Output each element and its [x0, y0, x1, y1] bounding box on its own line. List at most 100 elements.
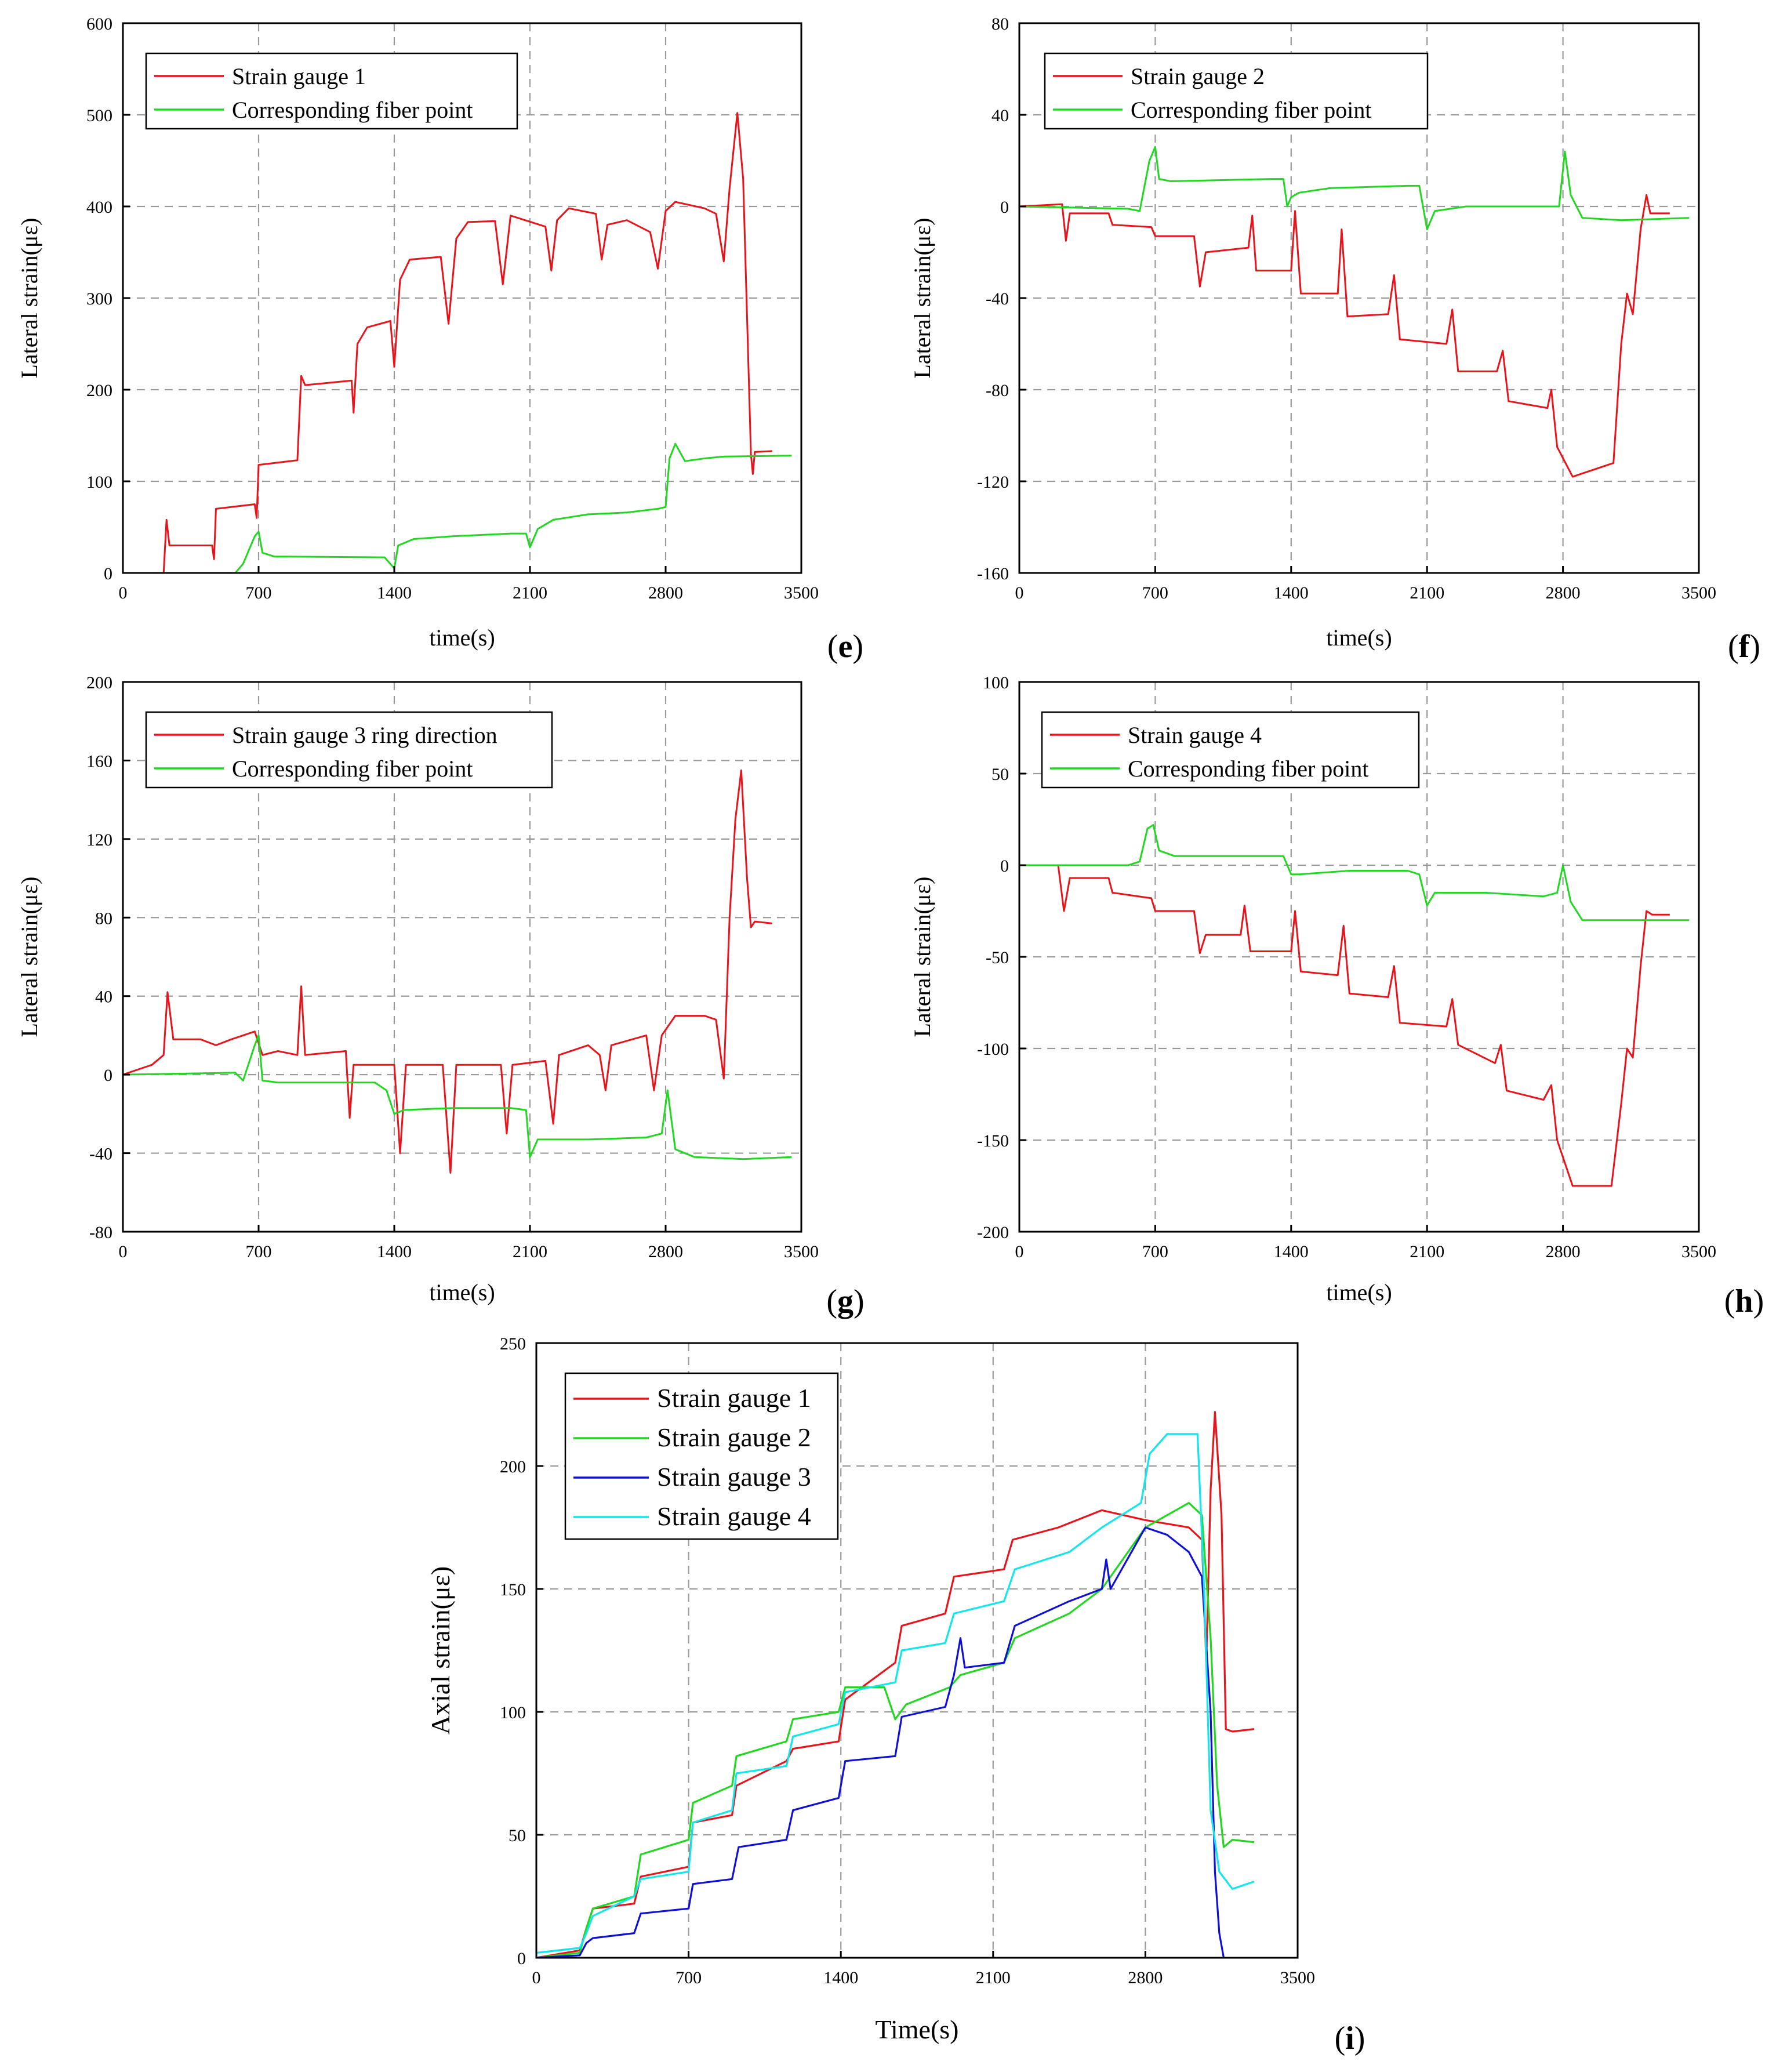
y-tick-label: 0: [517, 1949, 526, 1968]
y-tick-label: -40: [986, 289, 1009, 309]
panel-label: (f): [1728, 629, 1760, 665]
y-tick-label: 40: [991, 106, 1009, 125]
legend-label: Corresponding fiber point: [1131, 97, 1372, 123]
x-tick-label: 3500: [784, 1242, 819, 1261]
legend-label: Strain gauge 1: [657, 1383, 811, 1413]
x-tick-label: 2100: [976, 1968, 1011, 1987]
x-tick-label: 0: [1015, 583, 1024, 603]
y-tick-label: 100: [500, 1703, 526, 1722]
legend: Strain gauge 4 Corresponding fiber point: [1041, 711, 1420, 789]
x-tick-label: 1400: [1274, 1242, 1309, 1261]
y-tick-label: 250: [500, 1334, 526, 1353]
x-tick-label: 2800: [1546, 1242, 1581, 1261]
x-axis-title: time(s): [1326, 1279, 1392, 1305]
series-line-1: [123, 769, 773, 1174]
x-tick-label: 0: [1015, 1242, 1024, 1261]
y-tick-label: 400: [86, 198, 112, 217]
x-tick-label: 1400: [377, 583, 412, 603]
legend: Strain gauge 3 ring direction Correspondi…: [145, 711, 553, 789]
series-line-2: [123, 1034, 792, 1160]
y-tick-label: 0: [104, 564, 112, 583]
y-axis-title: Lateral strain(με): [909, 877, 935, 1037]
x-tick-label: 2800: [1546, 583, 1581, 603]
legend: Strain gauge 1 Corresponding fiber point: [145, 52, 518, 130]
x-tick-label: 3500: [784, 583, 819, 603]
x-tick-label: 700: [675, 1968, 702, 1987]
series-line-1: [123, 112, 772, 573]
series-group: [123, 769, 792, 1174]
chart-panel-i: 0 700 1400 2100 2800 3500 0 50 100 150 200 250 Time(…: [426, 1334, 1365, 2056]
panel-label: (e): [827, 629, 863, 665]
plot-frame: [122, 681, 802, 1233]
y-tick-label: -40: [89, 1145, 112, 1164]
series-line-2: [536, 1502, 1255, 1958]
x-tick-label: 2100: [513, 1242, 547, 1261]
panel-label: (g): [826, 1283, 864, 1319]
x-tick-label: 0: [119, 583, 128, 603]
series-line-1: [536, 1411, 1255, 1958]
y-tick-label: -120: [977, 473, 1009, 492]
x-tick-label: 700: [1142, 1242, 1168, 1261]
chart-panel-f: 0 700 1400 2100 2800 3500 -160 -120 -80 -40 0 40 80 t…: [909, 14, 1760, 665]
y-tick-label: 200: [86, 381, 112, 400]
legend-label: Strain gauge 2: [657, 1423, 811, 1452]
x-tick-label: 700: [1142, 583, 1168, 603]
legend-label: Corresponding fiber point: [232, 756, 473, 782]
x-tick-label: 1400: [823, 1968, 858, 1987]
series-line-4: [536, 1433, 1255, 1954]
legend-box: [145, 52, 518, 130]
x-tick-label: 700: [246, 583, 272, 603]
y-tick-label: 100: [983, 673, 1009, 692]
x-axis-title: time(s): [429, 625, 495, 651]
y-tick-label: -100: [977, 1040, 1009, 1059]
legend-label: Corresponding fiber point: [1128, 756, 1369, 782]
series-line-3: [536, 1526, 1225, 1958]
legend-label: Strain gauge 1: [232, 63, 366, 89]
x-tick-label: 3500: [1280, 1968, 1315, 1987]
chart-panel-e: 0 700 1400 2100 2800 3500 0 100 200 300 400 500 600 t…: [16, 14, 863, 665]
legend-label: Strain gauge 2: [1131, 63, 1265, 89]
series-line-1: [1019, 864, 1670, 1187]
x-tick-label: 2100: [1410, 583, 1444, 603]
series-line-1: [1019, 194, 1670, 478]
y-tick-label: 0: [1000, 857, 1009, 876]
y-tick-label: 160: [86, 752, 112, 771]
x-axis-title: Time(s): [876, 2015, 959, 2044]
y-tick-label: 40: [95, 988, 112, 1007]
y-tick-label: 0: [1000, 198, 1009, 217]
x-axis-title: time(s): [429, 1279, 495, 1305]
series-line-2: [1019, 824, 1690, 921]
panel-label: (i): [1335, 2020, 1365, 2056]
legend-label: Corresponding fiber point: [232, 97, 473, 123]
series-group: [123, 112, 792, 573]
x-tick-label: 2800: [648, 583, 683, 603]
y-tick-label: -50: [986, 948, 1009, 967]
legend-label: Strain gauge 4: [1128, 722, 1262, 748]
legend-label: Strain gauge 4: [657, 1501, 811, 1531]
y-axis-title: Axial strain(με): [426, 1566, 455, 1735]
plot-frame: [535, 1342, 1299, 1959]
y-tick-label: 300: [86, 289, 112, 309]
y-tick-label: 0: [104, 1066, 112, 1085]
legend-label: Strain gauge 3: [657, 1462, 811, 1492]
y-tick-label: 200: [500, 1457, 526, 1476]
x-tick-label: 2800: [1128, 1968, 1163, 1987]
x-tick-label: 3500: [1681, 1242, 1716, 1261]
legend-label: Strain gauge 3 ring direction: [232, 722, 497, 748]
y-tick-label: 500: [86, 106, 112, 125]
chart-panel-g: 0 700 1400 2100 2800 3500 -80 -40 0 40 80 120 160 200…: [16, 673, 865, 1319]
y-tick-label: -80: [89, 1223, 112, 1242]
panel-label: (h): [1724, 1283, 1764, 1319]
legend-box: [1041, 711, 1420, 789]
series-group: [536, 1411, 1255, 1958]
x-tick-label: 1400: [377, 1242, 412, 1261]
x-tick-label: 2800: [648, 1242, 683, 1261]
y-tick-label: 50: [991, 765, 1009, 784]
legend: Strain gauge 1 Strain gauge 2 Strain gauge…: [564, 1372, 839, 1540]
legend-box: [145, 711, 553, 789]
y-tick-label: 200: [86, 673, 112, 692]
series-group: [1019, 824, 1690, 1187]
x-tick-label: 0: [532, 1968, 541, 1987]
series-line-2: [1019, 146, 1690, 230]
